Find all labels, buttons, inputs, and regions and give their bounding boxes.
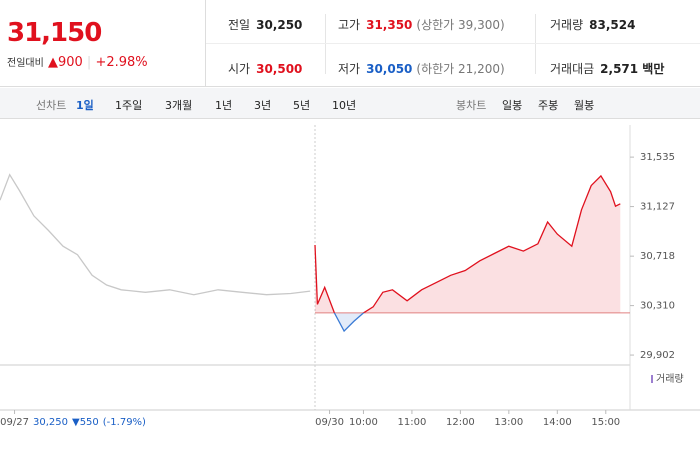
summary-item: 전일 30,250 <box>228 16 302 33</box>
line-chart-label: 선차트 <box>36 99 67 112</box>
summary-item: 시가 30,500 <box>228 60 302 77</box>
x-tick-label: 10:00 <box>349 417 378 428</box>
toolbar: 선차트 1일 1주일 3개월 1년 3년 5년 10년 봉차트 일봉 주봉 월봉 <box>0 88 700 119</box>
summary-item: 거래량 83,524 <box>550 16 635 33</box>
summary-label: 전일 <box>228 18 251 32</box>
summary-label: 시가 <box>228 62 251 76</box>
summary-label: 거래대금 <box>550 62 595 76</box>
change-label: 전일대비 <box>7 58 44 69</box>
summary-item: 고가 31,350 (상한가 39,300) <box>338 16 505 33</box>
divider <box>535 14 536 74</box>
period-tab[interactable]: 10년 <box>332 99 357 112</box>
x-tick-label: 14:00 <box>543 417 572 428</box>
summary-label: 저가 <box>338 62 361 76</box>
period-tab[interactable]: 5년 <box>293 99 311 112</box>
summary-value: 31,350 <box>366 18 413 32</box>
summary-label: 거래량 <box>550 18 584 32</box>
change-pct: +2.98% <box>95 55 148 70</box>
summary-item: 저가 30,050 (하한가 21,200) <box>338 60 505 77</box>
y-tick-label: 30,718 <box>640 251 675 262</box>
x-tick-label: 12:00 <box>446 417 475 428</box>
candle-tab[interactable]: 일봉 <box>502 99 523 112</box>
x-tick-label: 15:00 <box>591 417 620 428</box>
candle-tab[interactable]: 월봉 <box>574 99 595 112</box>
divider <box>325 14 326 74</box>
quote-box: 31,150 전일대비 ▲900 | +2.98% <box>0 0 206 86</box>
period-tab[interactable]: 1년 <box>215 99 233 112</box>
volume-legend: 거래량 <box>656 373 684 385</box>
period-tab[interactable]: 1주일 <box>115 99 143 112</box>
x-tick-label: 11:00 <box>398 417 427 428</box>
summary-value: 30,250 <box>256 18 303 32</box>
y-tick-label: 31,535 <box>640 152 675 163</box>
period-tab[interactable]: 3년 <box>254 99 272 112</box>
period-tab[interactable]: 1일 <box>76 99 94 112</box>
divider <box>206 43 700 44</box>
summary-note: (상한가 39,300) <box>416 18 505 32</box>
previous-change_pct: (-1.79%) <box>103 417 146 428</box>
summary-note: (하한가 21,200) <box>416 62 505 76</box>
summary-value: 83,524 <box>589 18 636 32</box>
x-tick-label: 13:00 <box>494 417 523 428</box>
price: 31,150 <box>7 18 102 48</box>
summary-label: 고가 <box>338 18 361 32</box>
previous-change: ▼550 <box>72 417 99 428</box>
price-line <box>333 312 365 333</box>
summary-item: 거래대금 2,571 백만 <box>550 60 664 77</box>
price-area <box>315 175 621 313</box>
summary-value: 30,050 <box>366 62 413 76</box>
candle-chart-label: 봉차트 <box>456 99 487 112</box>
summary-value: 2,571 백만 <box>600 62 665 76</box>
y-tick-label: 29,902 <box>640 350 675 361</box>
x-tick-label: 09/27 <box>0 417 29 428</box>
y-tick-label: 30,310 <box>640 301 675 312</box>
summary-panel: 31,150 전일대비 ▲900 | +2.98% 전일 30,250 고가 31,3… <box>0 0 700 87</box>
summary-value: 30,500 <box>256 62 303 76</box>
price-line <box>314 174 621 313</box>
previous-note: 30,250 ▼550 (-1.79%) <box>33 417 146 428</box>
candle-tab[interactable]: 주봉 <box>538 99 559 112</box>
period-tab[interactable]: 3개월 <box>165 99 193 112</box>
volume-legend-swatch <box>651 375 653 383</box>
y-tick-label: 31,127 <box>640 202 675 213</box>
change-value: ▲900 <box>47 55 83 70</box>
x-tick-label: 09/30 <box>315 417 344 428</box>
price-line <box>0 173 311 296</box>
change: 전일대비 ▲900 | +2.98% <box>7 55 148 70</box>
previous-close: 30,250 <box>33 417 68 428</box>
